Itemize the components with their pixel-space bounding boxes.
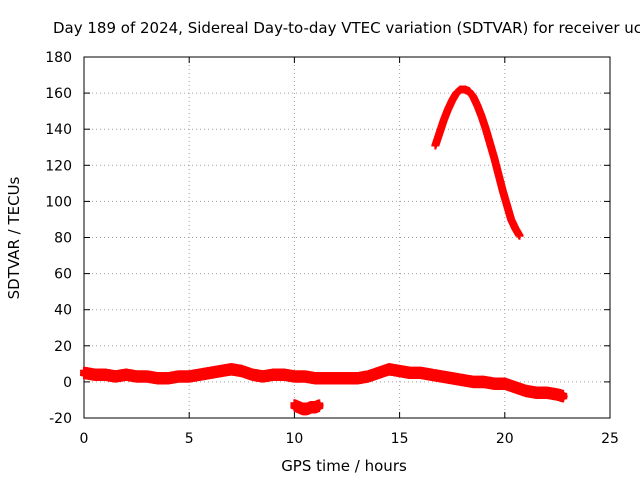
y-tick-label: 80 xyxy=(54,231,72,247)
x-axis-label: GPS time / hours xyxy=(281,457,407,475)
x-tick-label: 25 xyxy=(601,431,619,447)
chart-title: Day 189 of 2024, Sidereal Day-to-day VTE… xyxy=(53,19,640,37)
y-tick-label: 20 xyxy=(54,339,72,355)
series-arc xyxy=(431,85,524,240)
x-tick-label: 5 xyxy=(185,431,194,447)
y-tick-label: -20 xyxy=(49,411,72,427)
x-tick-label: 20 xyxy=(496,431,514,447)
x-tick-label: 0 xyxy=(80,431,89,447)
plot-frame xyxy=(83,56,611,419)
y-tick-label: 40 xyxy=(54,303,72,319)
grid xyxy=(84,57,610,418)
y-tick-label: 0 xyxy=(63,375,72,391)
data-point xyxy=(315,401,324,410)
y-axis-label: SDTVAR / TECUs xyxy=(5,176,23,299)
x-tick-label: 15 xyxy=(391,431,409,447)
data-point xyxy=(559,392,568,401)
data-points xyxy=(80,85,568,416)
y-tick-label: 120 xyxy=(45,158,72,174)
y-tick-label: 60 xyxy=(54,267,72,283)
y-tick-label: 140 xyxy=(45,122,72,138)
data-point xyxy=(515,231,524,240)
axis-ticks: 0 5 10 15 20 25 -20 0 20 40 60 80 100 120 140 160 180 xyxy=(45,50,619,447)
y-tick-label: 100 xyxy=(45,194,72,210)
series-dip xyxy=(290,399,324,416)
x-tick-label: 10 xyxy=(285,431,303,447)
y-tick-label: 160 xyxy=(45,86,72,102)
y-tick-label: 180 xyxy=(45,50,72,66)
series-baseline xyxy=(80,363,568,403)
